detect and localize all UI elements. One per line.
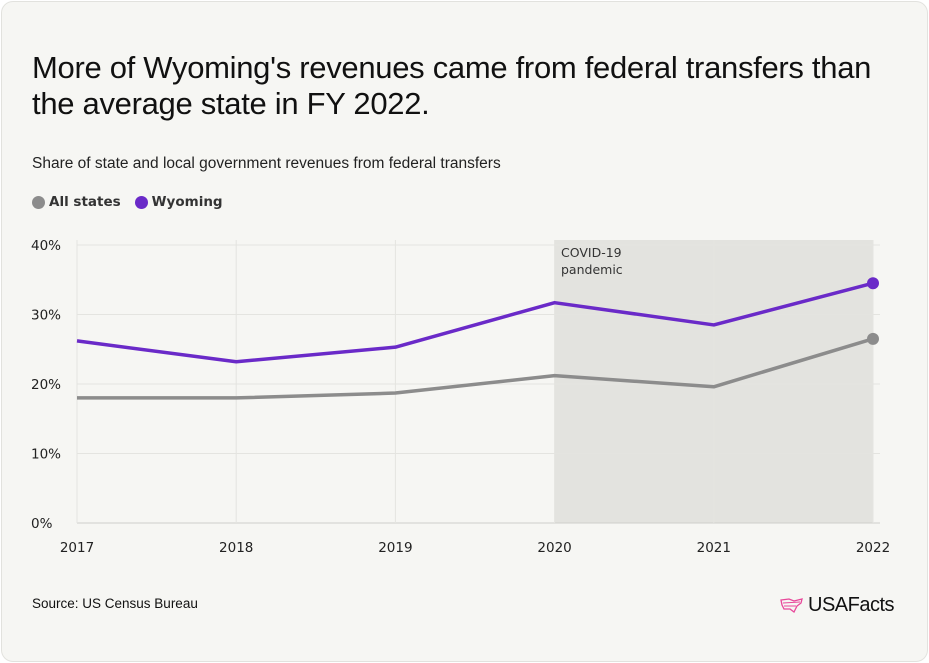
data-point-all-states xyxy=(867,332,879,345)
source-note: Source: US Census Bureau xyxy=(32,596,198,611)
legend-label: Wyoming xyxy=(151,194,223,210)
legend-dot-icon xyxy=(32,195,45,209)
logo-text: USAFacts xyxy=(808,594,895,616)
usa-map-icon xyxy=(780,597,803,613)
chart-title: More of Wyoming's revenues came from fed… xyxy=(32,50,872,121)
x-tick-label: 2018 xyxy=(219,540,253,556)
x-tick-label: 2022 xyxy=(856,540,890,556)
usafacts-logo: USAFacts xyxy=(780,594,895,617)
series-line-wyoming xyxy=(76,281,874,364)
legend-label: All states xyxy=(49,194,121,210)
y-tick-label: 40% xyxy=(31,238,61,254)
data-point-wyoming xyxy=(867,277,879,290)
x-tick-label: 2020 xyxy=(537,540,571,556)
y-tick-label: 30% xyxy=(31,308,61,324)
annotation-line2: pandemic xyxy=(561,262,623,277)
legend: All states Wyoming xyxy=(32,194,223,210)
y-tick-label: 10% xyxy=(31,447,61,463)
chart-subtitle: Share of state and local government reve… xyxy=(32,155,501,172)
y-tick-label: 20% xyxy=(31,377,61,393)
y-tick-label: 0% xyxy=(31,516,53,532)
legend-dot-icon xyxy=(134,195,148,209)
legend-item-all-states: All states xyxy=(32,194,121,210)
x-tick-label: 2017 xyxy=(60,540,94,556)
x-tick-label: 2019 xyxy=(378,540,412,556)
legend-item-wyoming: Wyoming xyxy=(134,194,223,210)
x-tick-label: 2021 xyxy=(697,540,731,556)
annotation-line1: COVID-19 xyxy=(561,245,622,260)
series-line-all-states xyxy=(77,337,874,400)
